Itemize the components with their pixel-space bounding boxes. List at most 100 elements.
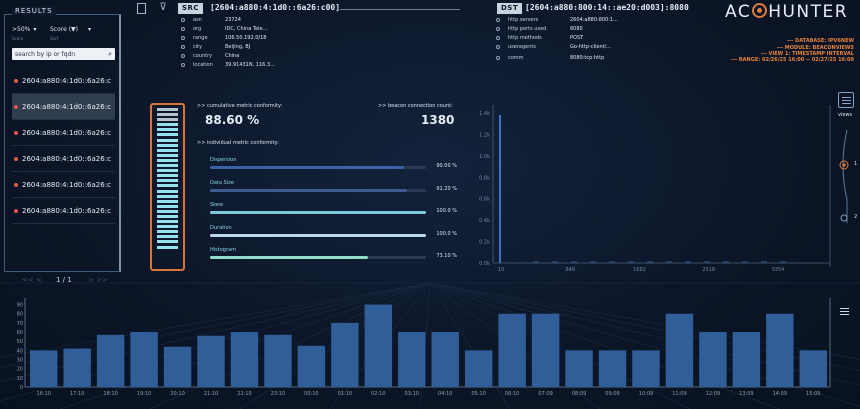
bar[interactable] [732,332,761,387]
x-tick-label: 09:09 [605,391,619,397]
y-tick-label: 50 [17,339,23,345]
metric-name: Dispersion [210,157,237,163]
bullet-icon [496,56,500,60]
bar[interactable] [163,346,192,387]
metric-percent: 73.10 % [436,253,457,259]
list-line [842,103,851,104]
dst-tag: DST [497,3,523,14]
status-dot [14,105,18,109]
beacon-count-value: 1380 [421,113,455,127]
logo-text-right: HUNTER [768,2,849,22]
field-key: useragents [508,44,536,50]
bar[interactable] [63,348,91,387]
status-dot [14,131,18,135]
list-item-label: 2604:a880:4:1d0::6a26:c [22,102,111,111]
gauge-segment [157,240,178,244]
gauge-segment [157,199,178,203]
bar[interactable] [431,332,459,387]
view-option-1-radio[interactable] [839,160,849,170]
conformity-gauge [150,103,185,271]
dst-title[interactable]: [2604:a880:800:14::ae20:d003]:8080 [525,3,689,12]
sort-select[interactable]: Score (▼) ▾ Sort [50,26,91,41]
prev-page-button[interactable]: << < [22,276,42,284]
x-tick-label: 08:09 [572,391,586,397]
bullet-icon [181,45,185,49]
src-title[interactable]: [2604:a880:4:1d0::6a26:c00] [210,3,341,12]
list-item[interactable]: 2604:a880:4:1d0::6a26:c [12,146,115,172]
bar[interactable] [398,332,426,387]
field-key: city [193,44,203,50]
menu-line [840,314,849,315]
list-item[interactable]: 2604:a880:4:1d0::6a26:c [12,120,115,146]
x-tick-label: 22:10 [237,391,251,397]
y-tick-label: 1.4k [479,111,490,117]
gauge-segment [157,194,178,198]
x-tick-label: 20:10 [170,391,184,397]
bar[interactable] [766,313,794,387]
list-item[interactable]: 2604:a880:4:1d0::6a26:c [12,68,115,94]
view-option-2-radio[interactable] [840,214,848,222]
bar[interactable] [498,313,526,387]
search-icon: ⌕ [108,50,112,58]
grid-decoration [429,282,860,407]
gauge-segment [157,245,178,249]
x-tick-label: 10:09 [639,391,653,397]
search-input[interactable]: search by ip or fqdn ⌕ [12,48,115,60]
bar[interactable] [364,304,393,387]
chart-menu-icon[interactable] [840,308,849,315]
field-key: org [193,26,202,32]
bar[interactable] [264,334,292,387]
bar[interactable] [531,313,560,387]
metric-track [210,256,426,259]
y-tick-label: 0.0k [479,261,490,267]
gauge-segment [157,204,178,208]
y-tick-label: 0 [20,385,23,391]
bar[interactable] [632,350,660,387]
list-item[interactable]: 2604:a880:4:1d0::6a26:c [12,198,115,224]
clipboard-icon[interactable] [137,3,146,14]
bar[interactable] [665,313,694,387]
bar[interactable] [565,350,593,387]
list-item-label: 2604:a880:4:1d0::6a26:c [22,76,111,85]
metric-name: Skew [210,202,224,208]
gauge-segment [157,118,178,122]
grid-decoration [429,282,511,409]
views-button[interactable] [838,92,854,108]
score-threshold-select[interactable]: >50% ▾ Score [12,26,36,41]
field-value: 106.50.192.0/18 [225,35,267,41]
list-item[interactable]: 2604:a880:4:1d0::6a26:c [12,94,115,120]
meta-database: --- DATABASE: IPV6NEW [787,38,854,44]
bar[interactable] [130,332,158,387]
bar[interactable] [331,322,359,387]
x-tick-label: 13:09 [739,391,753,397]
y-tick-label: 40 [17,348,23,354]
bar[interactable] [598,350,627,387]
beacon-count-label: >> beacon connection count: [378,103,453,109]
bar[interactable] [30,350,58,387]
y-tick-label: 70 [17,321,23,327]
metric-fill [210,256,368,259]
gauge-segment [157,184,178,188]
filter-row: >50% ▾ Score Score (▼) ▾ Sort [12,26,115,44]
y-tick-label: 0.4k [479,218,490,224]
bar[interactable] [464,350,493,387]
gauge-segment [157,189,178,193]
metric-fill [210,188,407,192]
bar[interactable] [799,350,827,387]
bullet-icon [181,63,185,67]
filter-icon[interactable]: ⊽ [159,2,167,13]
gear-icon [752,3,768,18]
list-item[interactable]: 2604:a880:4:1d0::6a26:c [12,172,115,198]
bar[interactable] [96,334,125,387]
gauge-segment [157,169,178,173]
x-tick-label: 01:10 [338,391,352,397]
bullet-icon [496,36,500,40]
next-page-button[interactable]: > >> [88,276,108,284]
bar[interactable] [230,332,259,387]
bar[interactable] [197,335,225,387]
bar[interactable] [297,345,326,387]
x-tick-label: 14:09 [773,391,787,397]
bar[interactable] [699,332,727,387]
x-tick-label: 2518 [702,267,715,273]
